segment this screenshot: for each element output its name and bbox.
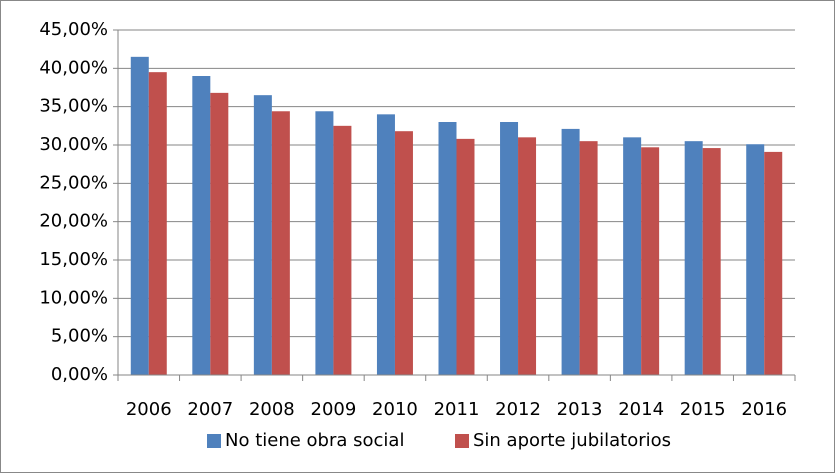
bar <box>192 76 211 375</box>
bar <box>253 95 272 376</box>
y-tick-label: 15,00% <box>39 249 108 270</box>
bar <box>456 138 475 375</box>
bar <box>702 148 721 375</box>
bar <box>271 111 290 376</box>
y-tick-label: 30,00% <box>39 134 108 155</box>
bar <box>764 151 783 375</box>
x-tick-label: 2009 <box>311 399 357 420</box>
bar <box>746 144 765 375</box>
x-tick-label: 2014 <box>618 399 664 420</box>
x-tick-label: 2010 <box>372 399 418 420</box>
x-tick-label: 2013 <box>557 399 603 420</box>
bar <box>684 141 703 375</box>
y-tick-label: 10,00% <box>39 287 108 308</box>
bar <box>561 128 580 375</box>
x-tick-label: 2015 <box>680 399 726 420</box>
x-tick-label: 2016 <box>741 399 787 420</box>
bar <box>579 141 598 375</box>
bar <box>500 122 519 375</box>
bar <box>210 92 229 375</box>
bar <box>130 56 149 375</box>
y-tick-label: 40,00% <box>39 57 108 78</box>
bar <box>376 114 395 375</box>
bar <box>518 137 537 375</box>
x-tick-label: 2012 <box>495 399 541 420</box>
x-tick-label: 2006 <box>126 399 172 420</box>
bar <box>641 147 660 375</box>
y-tick-label: 20,00% <box>39 211 108 232</box>
bar <box>333 125 352 375</box>
legend-swatch <box>207 434 221 448</box>
y-tick-label: 5,00% <box>51 326 108 347</box>
x-tick-label: 2007 <box>187 399 233 420</box>
x-tick-label: 2008 <box>249 399 295 420</box>
y-tick-label: 25,00% <box>39 172 108 193</box>
x-tick-label: 2011 <box>434 399 480 420</box>
y-tick-label: 45,00% <box>39 19 108 40</box>
bar <box>394 131 413 375</box>
legend-label: No tiene obra social <box>225 430 404 451</box>
bar <box>315 111 334 376</box>
bar <box>623 137 642 375</box>
bar <box>148 72 167 376</box>
bar <box>438 122 457 375</box>
y-tick-label: 0,00% <box>51 364 108 385</box>
y-tick-label: 35,00% <box>39 96 108 117</box>
legend-label: Sin aporte jubilatorios <box>473 430 671 451</box>
legend-swatch <box>455 434 469 448</box>
